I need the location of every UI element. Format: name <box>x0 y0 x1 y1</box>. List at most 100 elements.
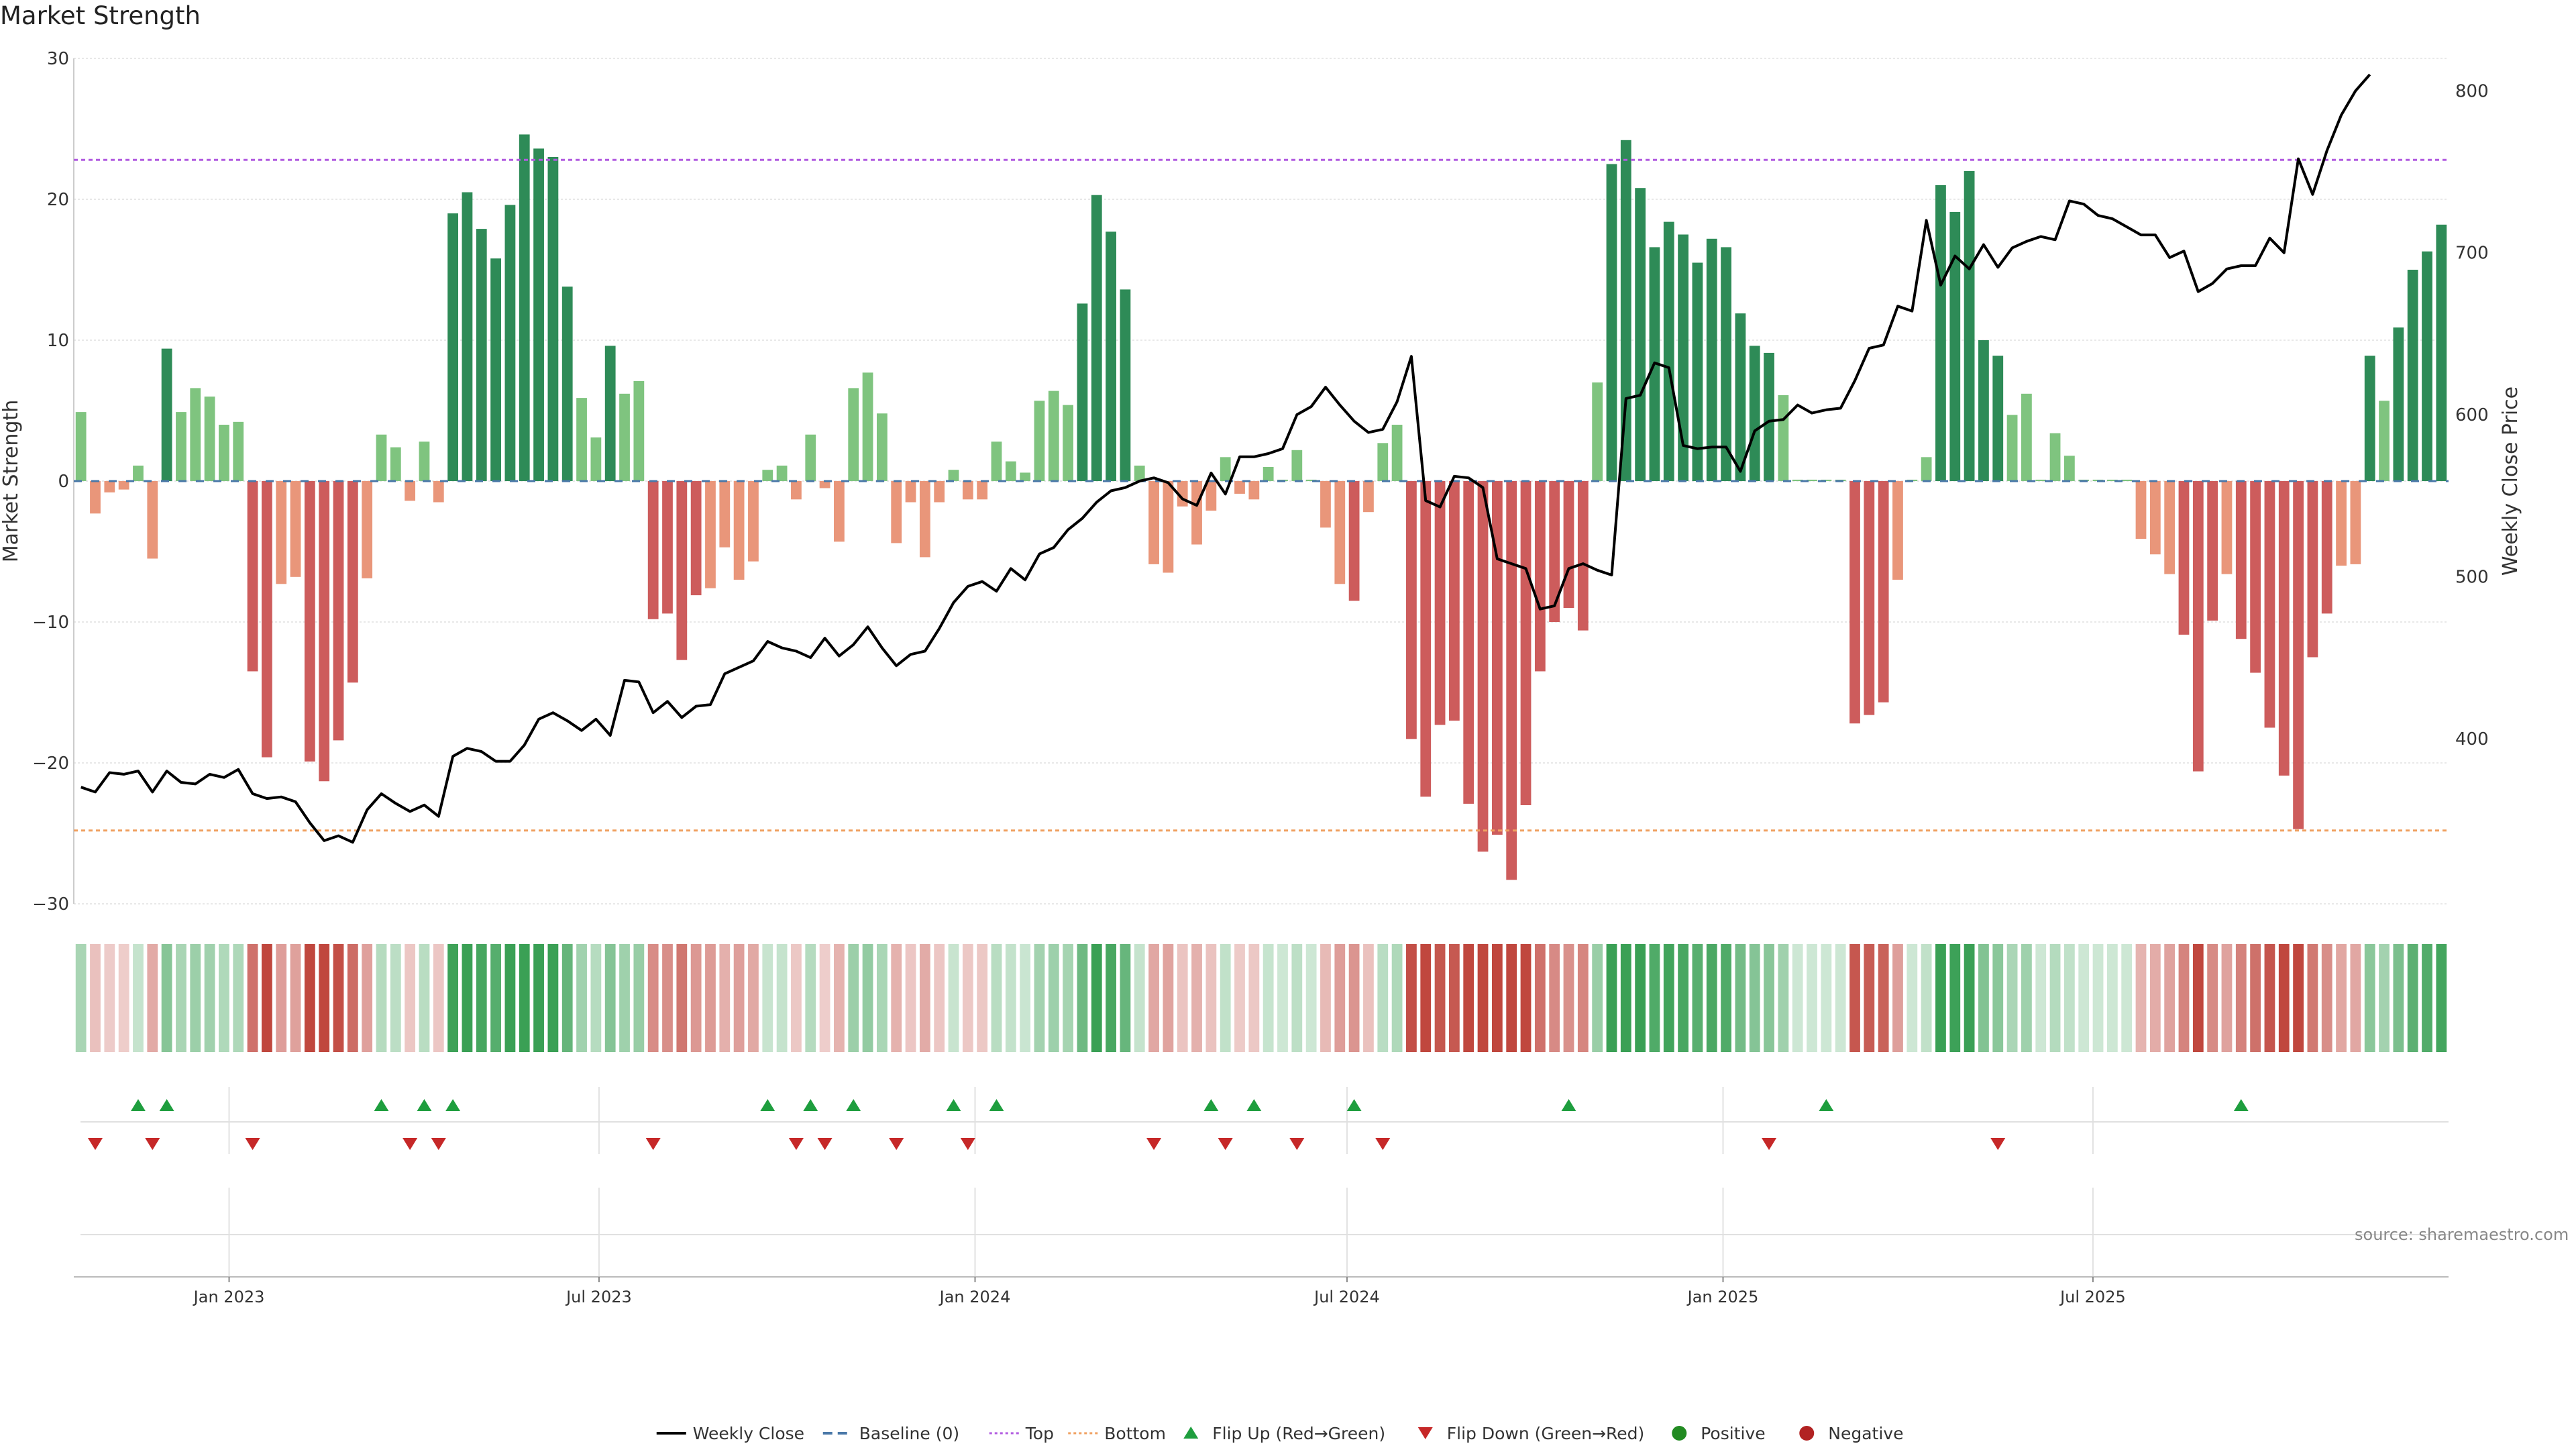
strength-bar <box>547 157 559 481</box>
y-tick-label: 10 <box>47 331 69 351</box>
strength-bar <box>633 380 645 481</box>
strength-tile <box>2393 944 2404 1052</box>
strength-tile <box>2092 944 2104 1052</box>
strength-bar <box>1234 481 1245 494</box>
strength-bar <box>2006 415 2018 481</box>
flip-up-marker <box>130 1099 146 1111</box>
strength-tile <box>1391 944 1403 1052</box>
strength-bar <box>1635 188 1646 481</box>
strength-tile <box>647 944 659 1052</box>
strength-tile <box>476 944 487 1052</box>
flip-down-marker <box>1375 1138 1391 1150</box>
strength-bar <box>948 470 959 481</box>
legend-label: Flip Up (Red→Green) <box>1212 1424 1385 1443</box>
strength-tile <box>805 944 816 1052</box>
strength-bar <box>1549 481 1560 622</box>
strength-tile <box>977 944 988 1052</box>
strength-tile <box>1291 944 1303 1052</box>
strength-bar <box>2350 481 2361 564</box>
strength-bar <box>834 481 845 542</box>
strength-bar <box>2307 481 2318 658</box>
flip-up-marker <box>1346 1099 1362 1111</box>
strength-tile <box>762 944 773 1052</box>
strength-tile <box>1921 944 1932 1052</box>
strength-bar <box>776 465 788 481</box>
strength-tile <box>2178 944 2190 1052</box>
strength-tile <box>1907 944 1918 1052</box>
strength-tile <box>2364 944 2375 1052</box>
strength-bar <box>2049 433 2061 481</box>
strength-tile <box>1120 944 1131 1052</box>
strength-tile <box>2078 944 2090 1052</box>
strength-tile <box>1678 944 1688 1052</box>
strength-bar <box>1964 171 1975 481</box>
strength-bar <box>1434 481 1446 725</box>
strength-tile <box>176 944 186 1052</box>
strength-tile <box>2021 944 2032 1052</box>
strength-bar <box>204 397 215 481</box>
strength-tile <box>662 944 673 1052</box>
strength-tile <box>1878 944 1889 1052</box>
strength-tile <box>547 944 559 1052</box>
strength-tile <box>1205 944 1217 1052</box>
strength-bar <box>1120 289 1131 481</box>
strength-bar <box>1163 481 1174 573</box>
strength-tile <box>590 944 602 1052</box>
strength-tile <box>1091 944 1102 1052</box>
strength-bar <box>748 481 759 562</box>
strength-bar <box>190 388 201 481</box>
strength-bar <box>1377 443 1389 481</box>
strength-tile <box>1248 944 1260 1052</box>
strength-bar <box>2264 481 2275 728</box>
flip-down-marker <box>645 1138 661 1150</box>
chart-title: Market Strength <box>0 1 201 30</box>
strength-tile <box>2207 944 2218 1052</box>
strength-tile <box>433 944 444 1052</box>
flip-up-marker <box>760 1099 775 1111</box>
strength-tile <box>1563 944 1574 1052</box>
strength-tile <box>876 944 888 1052</box>
strength-bar <box>1807 479 1817 481</box>
strength-tile <box>1005 944 1016 1052</box>
strength-tile <box>319 944 330 1052</box>
strength-tile <box>1949 944 1961 1052</box>
strength-bar <box>576 398 587 481</box>
strength-tile <box>2006 944 2018 1052</box>
strength-tile <box>1406 944 1417 1052</box>
strength-tile <box>90 944 101 1052</box>
strength-tile <box>462 944 473 1052</box>
strength-tile <box>819 944 830 1052</box>
strength-bar <box>1106 231 1116 481</box>
flip-down-marker <box>960 1138 975 1150</box>
strength-bar <box>347 481 358 683</box>
strength-bar <box>690 481 702 596</box>
strength-tile <box>133 944 144 1052</box>
strength-bar <box>2164 481 2176 574</box>
strength-bar <box>1792 479 1803 481</box>
strength-bar <box>333 481 344 741</box>
strength-bar <box>2021 393 2032 481</box>
strength-bar <box>962 481 973 500</box>
strength-bar <box>390 447 401 481</box>
strength-bar <box>2250 481 2261 673</box>
strength-tile <box>190 944 201 1052</box>
strength-bar <box>1391 425 1403 481</box>
x-tick-label: Jan 2025 <box>1686 1288 1759 1306</box>
strength-tile <box>2278 944 2290 1052</box>
strength-bar <box>1048 391 1059 481</box>
strength-bar <box>590 437 602 481</box>
strength-bar <box>762 470 773 481</box>
strength-bar <box>1463 481 1474 804</box>
strength-tile <box>1649 944 1660 1052</box>
strength-bar <box>276 481 287 584</box>
flip-down-marker <box>245 1138 260 1150</box>
strength-bar <box>1692 262 1703 481</box>
x-tick-label: Jul 2025 <box>2059 1288 2126 1306</box>
strength-tile <box>1305 944 1317 1052</box>
strength-bar <box>1291 450 1303 481</box>
flip-down-marker <box>889 1138 904 1150</box>
strength-bar <box>2364 356 2375 481</box>
strength-bar <box>662 481 673 614</box>
y-tick-label-right: 600 <box>2455 405 2489 425</box>
strength-bar <box>247 481 258 672</box>
